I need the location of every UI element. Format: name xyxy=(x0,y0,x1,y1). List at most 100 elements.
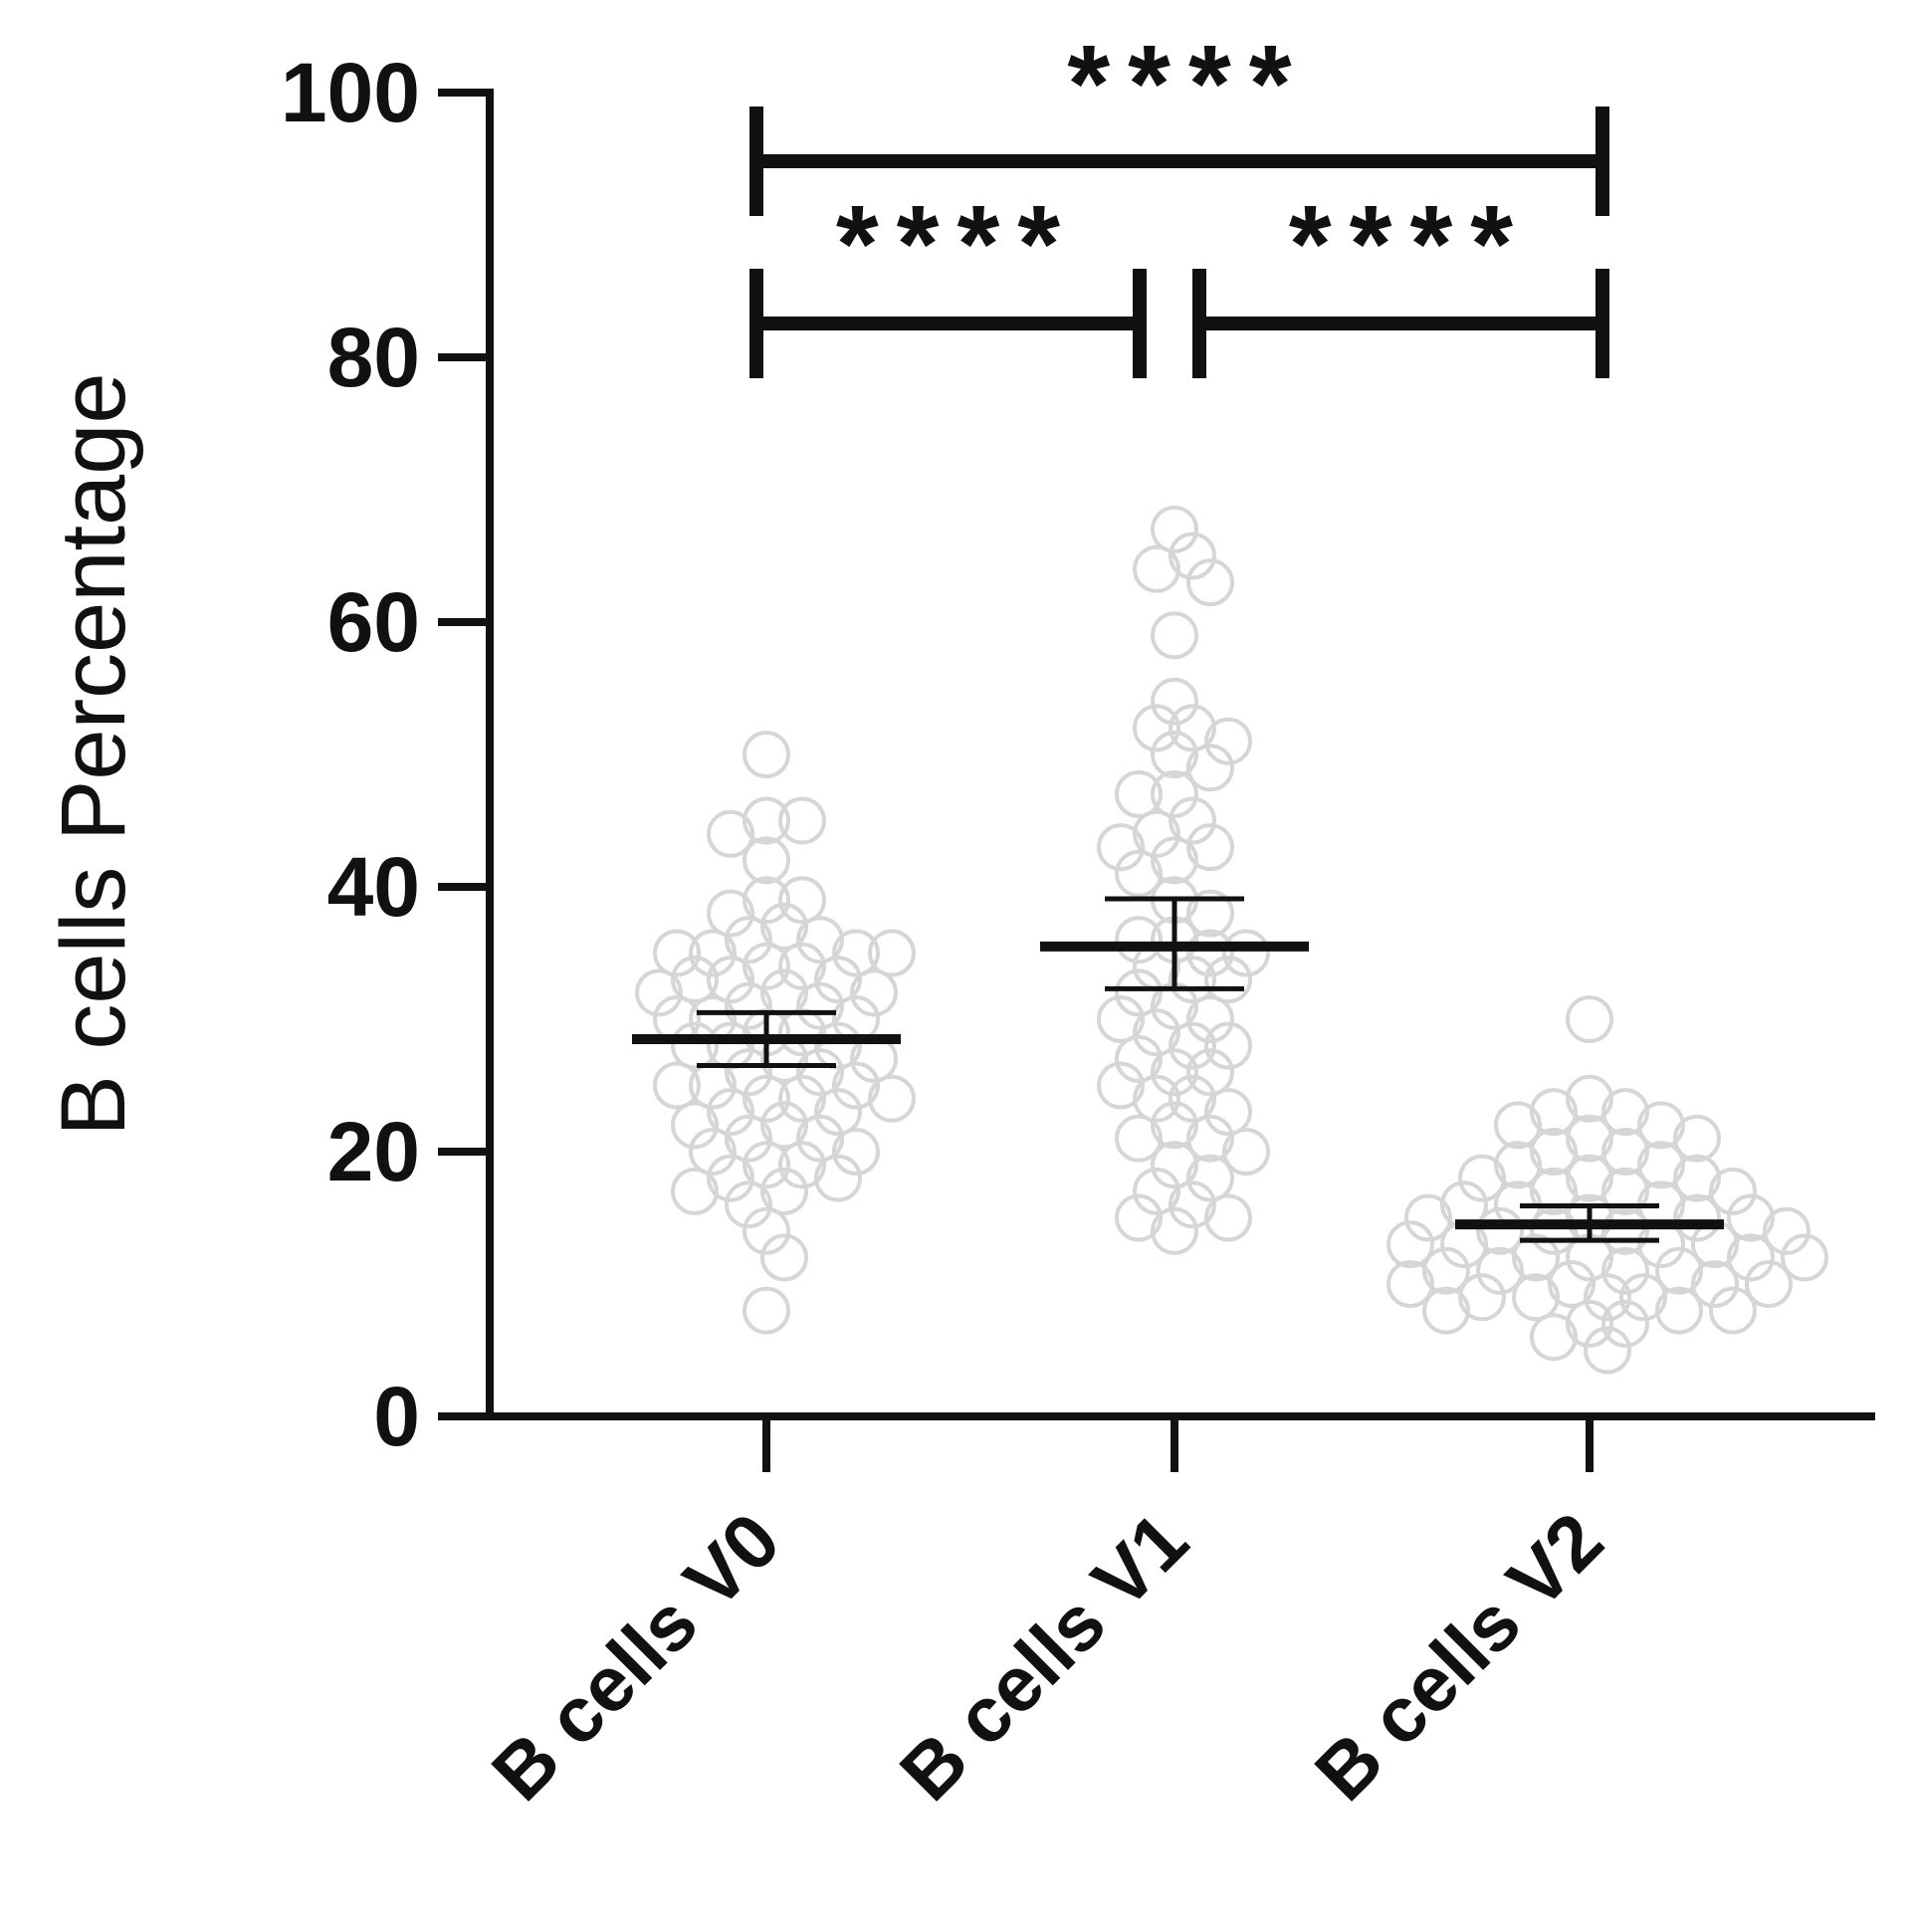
data-point-1-52 xyxy=(1151,1206,1198,1255)
data-point-1-31 xyxy=(1097,995,1145,1043)
data-point-1-42 xyxy=(1151,1101,1198,1150)
data-point-2-16 xyxy=(1530,1167,1578,1215)
data-point-2-10 xyxy=(1637,1141,1685,1189)
data-point-0-6 xyxy=(778,876,826,925)
data-point-1-11 xyxy=(1151,769,1198,818)
data-point-0-40 xyxy=(743,1074,790,1123)
data-point-0-8 xyxy=(760,902,808,951)
data-point-1-23 xyxy=(1186,929,1234,977)
data-point-2-54 xyxy=(1530,1313,1578,1362)
data-point-2-44 xyxy=(1386,1260,1434,1308)
data-point-0-11 xyxy=(689,929,737,977)
data-point-1-4 xyxy=(1151,611,1198,660)
data-point-1-13 xyxy=(1169,796,1216,845)
data-point-2-45 xyxy=(1584,1273,1631,1322)
data-point-1-1 xyxy=(1169,532,1216,580)
data-point-1-35 xyxy=(1115,1034,1163,1083)
data-point-0-39 xyxy=(653,1061,701,1110)
data-point-2-53 xyxy=(1601,1299,1649,1348)
data-point-2-37 xyxy=(1601,1246,1649,1295)
data-point-2-9 xyxy=(1530,1128,1578,1176)
data-point-1-8 xyxy=(1204,717,1252,765)
data-point-0-46 xyxy=(671,1101,719,1150)
data-point-2-4 xyxy=(1637,1101,1685,1150)
data-point-1-24 xyxy=(1222,929,1270,977)
data-point-0-13 xyxy=(653,929,701,977)
data-point-1-16 xyxy=(1097,823,1145,872)
axes xyxy=(486,89,1875,1420)
significance-label-1: **** xyxy=(836,183,1078,306)
data-point-1-9 xyxy=(1151,731,1198,778)
data-point-2-32 xyxy=(1386,1220,1434,1269)
y-tick-label: 40 xyxy=(327,840,420,934)
data-point-0-47 xyxy=(725,1114,772,1163)
data-point-1-39 xyxy=(1169,1074,1216,1123)
data-point-1-27 xyxy=(1204,956,1252,1004)
data-point-1-17 xyxy=(1151,836,1198,885)
y-tick-label: 0 xyxy=(373,1370,420,1463)
data-point-2-41 xyxy=(1548,1260,1596,1308)
data-point-1-50 xyxy=(1115,1193,1163,1242)
data-point-2-23 xyxy=(1727,1193,1775,1242)
data-point-0-3 xyxy=(707,809,754,858)
data-point-0-10 xyxy=(796,916,844,965)
data-point-1-37 xyxy=(1186,1048,1234,1097)
data-point-0-4 xyxy=(743,836,790,885)
data-point-2-7 xyxy=(1673,1114,1721,1163)
data-point-0-9 xyxy=(725,916,772,965)
y-tick-label: 100 xyxy=(281,46,420,139)
data-point-1-12 xyxy=(1115,769,1163,818)
data-point-1-32 xyxy=(1133,1008,1180,1057)
data-point-0-17 xyxy=(707,956,754,1004)
data-point-1-46 xyxy=(1151,1141,1198,1189)
data-point-0-53 xyxy=(707,1154,754,1202)
data-point-2-3 xyxy=(1530,1088,1578,1137)
data-point-1-33 xyxy=(1169,1021,1216,1070)
data-point-2-1 xyxy=(1566,1074,1613,1123)
data-point-1-0 xyxy=(1151,505,1198,553)
data-point-0-18 xyxy=(814,956,862,1004)
data-point-0-21 xyxy=(850,968,898,1017)
data-point-2-15 xyxy=(1601,1167,1649,1215)
data-point-1-7 xyxy=(1133,704,1180,752)
data-point-0-16 xyxy=(778,942,826,990)
data-point-0-42 xyxy=(868,1074,916,1123)
data-point-2-40 xyxy=(1422,1246,1470,1295)
data-point-0-36 xyxy=(796,1048,844,1097)
data-point-0-32 xyxy=(671,1021,719,1070)
data-point-0-31 xyxy=(814,1021,862,1070)
data-point-2-6 xyxy=(1566,1114,1613,1163)
data-point-2-42 xyxy=(1691,1260,1739,1308)
y-tick-label: 80 xyxy=(327,311,420,404)
data-point-1-47 xyxy=(1186,1154,1234,1202)
category-label: B cells V0 xyxy=(475,1496,796,1818)
data-point-2-2 xyxy=(1601,1088,1649,1137)
data-point-2-51 xyxy=(1422,1286,1470,1335)
data-point-0-1 xyxy=(743,796,790,845)
data-point-1-14 xyxy=(1133,809,1180,858)
data-point-0-12 xyxy=(832,929,880,977)
data-point-0-5 xyxy=(743,876,790,925)
data-point-2-55 xyxy=(1584,1326,1631,1375)
data-point-0-35 xyxy=(725,1048,772,1097)
y-axis-ticks: 0 20 40 60 80 100 xyxy=(281,46,490,1463)
data-point-0-57 xyxy=(725,1181,772,1229)
data-point-0-23 xyxy=(725,981,772,1030)
data-point-0-43 xyxy=(707,1088,754,1137)
data-point-2-52 xyxy=(1566,1299,1613,1348)
data-point-2-22 xyxy=(1673,1193,1721,1242)
data-point-1-5 xyxy=(1151,677,1198,726)
data-point-2-28 xyxy=(1763,1206,1810,1255)
category-label: B cells V1 xyxy=(883,1496,1204,1818)
data-point-1-3 xyxy=(1186,558,1234,607)
data-point-0-50 xyxy=(832,1128,880,1176)
data-point-2-25 xyxy=(1601,1206,1649,1255)
data-point-1-15 xyxy=(1186,823,1234,872)
data-point-2-5 xyxy=(1494,1101,1542,1150)
data-point-2-48 xyxy=(1458,1273,1506,1322)
data-point-2-11 xyxy=(1494,1141,1542,1189)
data-point-1-44 xyxy=(1115,1114,1163,1163)
data-point-1-41 xyxy=(1204,1088,1252,1137)
data-point-1-30 xyxy=(1186,995,1234,1043)
data-point-1-51 xyxy=(1204,1193,1252,1242)
